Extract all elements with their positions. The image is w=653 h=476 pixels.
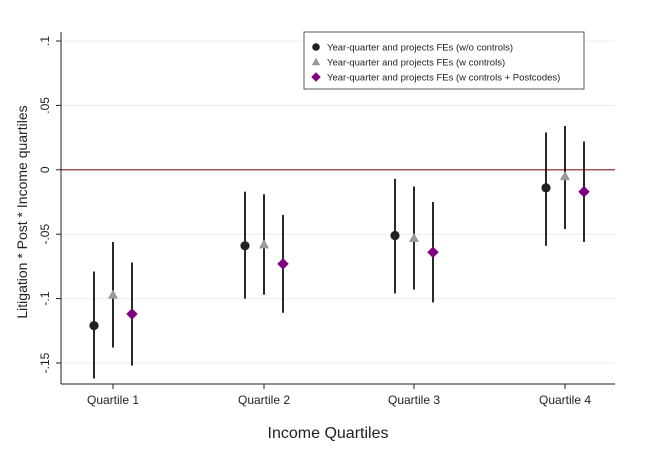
y-tick-label: -.15 [38, 352, 52, 373]
y-tick-label: 0 [38, 166, 52, 173]
x-axis-title: Income Quartiles [268, 425, 389, 442]
point-estimate-marker [258, 239, 270, 249]
series-markers [89, 126, 590, 379]
x-tick-label: Quartile 3 [388, 393, 440, 407]
legend-marker [311, 57, 321, 66]
legend-label: Year-quarter and projects FEs (w control… [327, 58, 505, 69]
y-axis-title: Litigation * Post * Income quartiles [14, 105, 30, 318]
x-tick-label: Quartile 1 [87, 393, 139, 407]
point-estimate-marker [541, 183, 551, 193]
point-estimate-marker [107, 289, 119, 299]
point-estimate-marker [126, 308, 138, 320]
y-tick-label: .1 [38, 36, 52, 46]
point-estimate-marker [277, 258, 289, 270]
y-tick-label: .05 [38, 97, 52, 114]
point-estimate-marker [390, 230, 400, 241]
legend: Year-quarter and projects FEs (w/o contr… [303, 31, 585, 90]
y-tick-label: -.1 [38, 291, 52, 305]
point-estimate-marker [427, 246, 439, 258]
legend-box [303, 31, 585, 90]
legend-marker [311, 72, 321, 82]
legend-label: Year-quarter and projects FEs (w/o contr… [327, 43, 513, 54]
x-axis-ticks: Quartile 1 Quartile 2 Quartile 3 Quartile 4 [87, 384, 591, 407]
legend-marker [312, 43, 320, 51]
x-tick-label: Quartile 4 [539, 393, 591, 407]
y-axis-ticks: .1 .05 0 -.05 -.1 -.15 [38, 36, 61, 373]
y-tick-label: -.05 [38, 224, 52, 245]
point-estimate-marker [559, 170, 571, 181]
point-estimate-marker [89, 321, 99, 331]
point-estimate-marker [578, 185, 590, 198]
point-estimate-marker [240, 241, 250, 251]
point-estimate-marker [408, 232, 420, 242]
x-tick-label: Quartile 2 [238, 393, 290, 407]
legend-label: Year-quarter and projects FEs (w control… [327, 73, 560, 84]
